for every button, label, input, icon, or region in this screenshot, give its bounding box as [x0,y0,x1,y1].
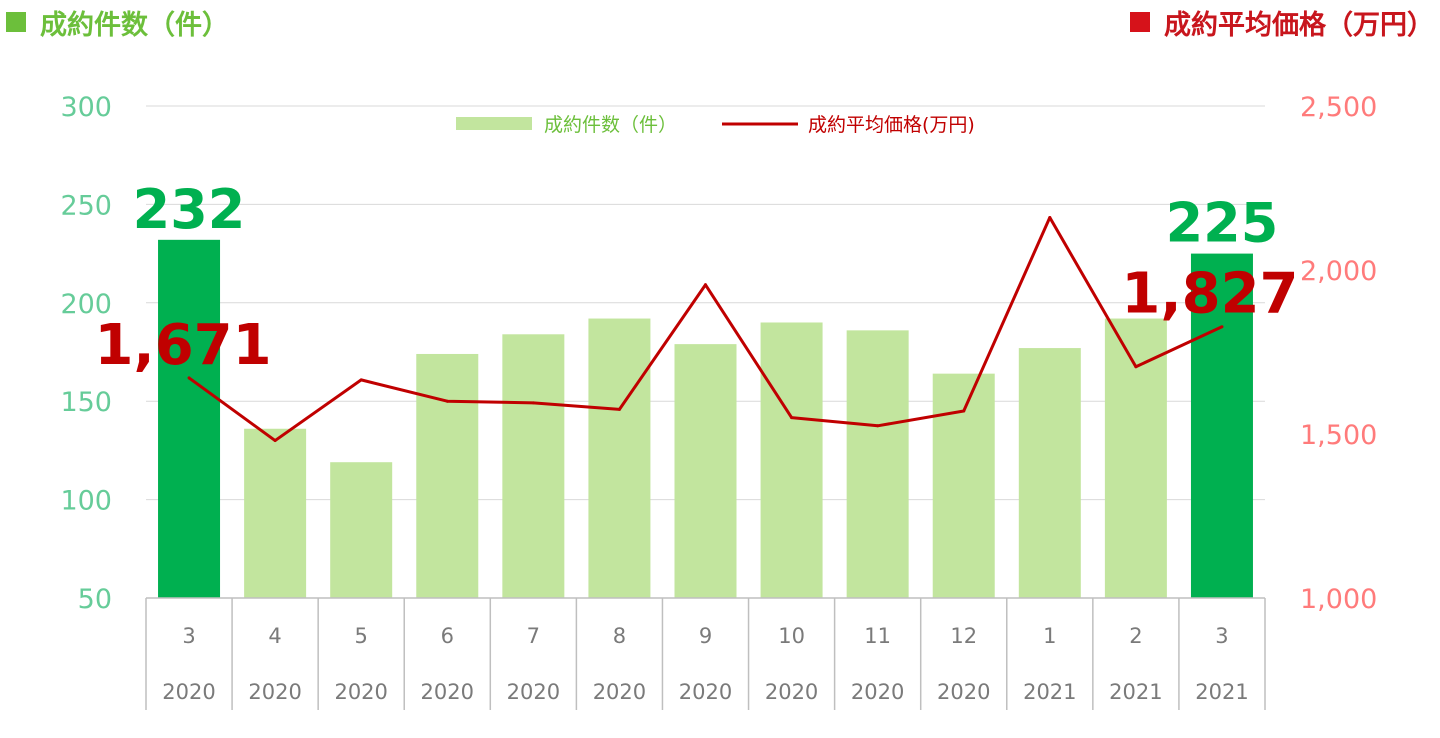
line-point [1220,325,1224,329]
line-point [1048,216,1052,220]
year-label: 2021 [1195,680,1248,704]
bar [932,373,995,598]
month-label: 3 [1215,624,1228,648]
right-title-text: 成約平均価格（万円） [1164,9,1434,41]
month-label: 4 [268,624,281,648]
bar [674,344,737,598]
line-value-label: 1,827 [1121,262,1298,327]
year-label: 2020 [937,680,990,704]
bar [588,318,651,598]
year-label: 2020 [162,680,215,704]
month-label: 9 [699,624,712,648]
bar [158,239,221,598]
line-point [273,439,277,443]
bar [330,462,393,598]
bar [846,330,909,598]
right-title-swatch [1130,12,1150,32]
month-label: 6 [441,624,454,648]
legend-bar-label: 成約件数（件） [544,114,677,136]
year-label: 2020 [248,680,301,704]
right-axis-title: 成約平均価格（万円） [1130,4,1434,41]
bar [760,322,823,598]
month-label: 12 [950,624,977,648]
line-point [531,401,535,405]
year-label: 2021 [1109,680,1162,704]
line-point [876,424,880,428]
bar [502,334,565,598]
left-title-text: 成約件数（件） [40,9,229,41]
month-label: 7 [527,624,540,648]
bar-value-label: 232 [133,178,246,241]
year-label: 2020 [765,680,818,704]
month-label: 8 [613,624,626,648]
right-axis-tick: 1,500 [1300,420,1377,451]
right-axis-tick: 1,000 [1300,584,1377,615]
line-point [962,409,966,413]
month-label: 3 [182,624,195,648]
year-label: 2020 [593,680,646,704]
line-point [359,378,363,382]
line-point [790,416,794,420]
legend-line-label: 成約平均価格(万円) [808,114,975,136]
bar [1018,348,1081,598]
year-label: 2020 [334,680,387,704]
bar [1190,253,1253,598]
line-point [704,283,707,287]
month-label: 1 [1043,624,1056,648]
line-value-label: 1,671 [94,313,271,378]
month-label: 2 [1129,624,1142,648]
line-point [1134,365,1138,369]
year-label: 2021 [1023,680,1076,704]
bar [244,428,307,598]
month-label: 11 [864,624,891,648]
left-axis-tick: 200 [60,289,112,320]
left-axis-tick: 150 [60,387,112,418]
bar [1104,318,1167,598]
left-axis-tick: 300 [60,92,112,123]
legend-bar-swatch [456,117,532,130]
right-axis-tick: 2,000 [1300,256,1377,287]
month-label: 5 [355,624,368,648]
bar [416,353,479,598]
year-label: 2020 [421,680,474,704]
left-axis-tick: 50 [78,584,112,615]
bar-value-label: 225 [1166,192,1279,255]
left-title-swatch [6,12,26,32]
month-label: 10 [778,624,805,648]
left-axis-title: 成約件数（件） [6,4,229,41]
year-label: 2020 [679,680,732,704]
line-point [445,399,449,403]
left-axis-tick: 100 [60,486,112,517]
year-label: 2020 [507,680,560,704]
right-axis-tick: 2,500 [1300,92,1377,123]
line-point [617,407,621,411]
line-point [187,376,191,380]
left-axis-tick: 250 [60,190,112,221]
year-label: 2020 [851,680,904,704]
